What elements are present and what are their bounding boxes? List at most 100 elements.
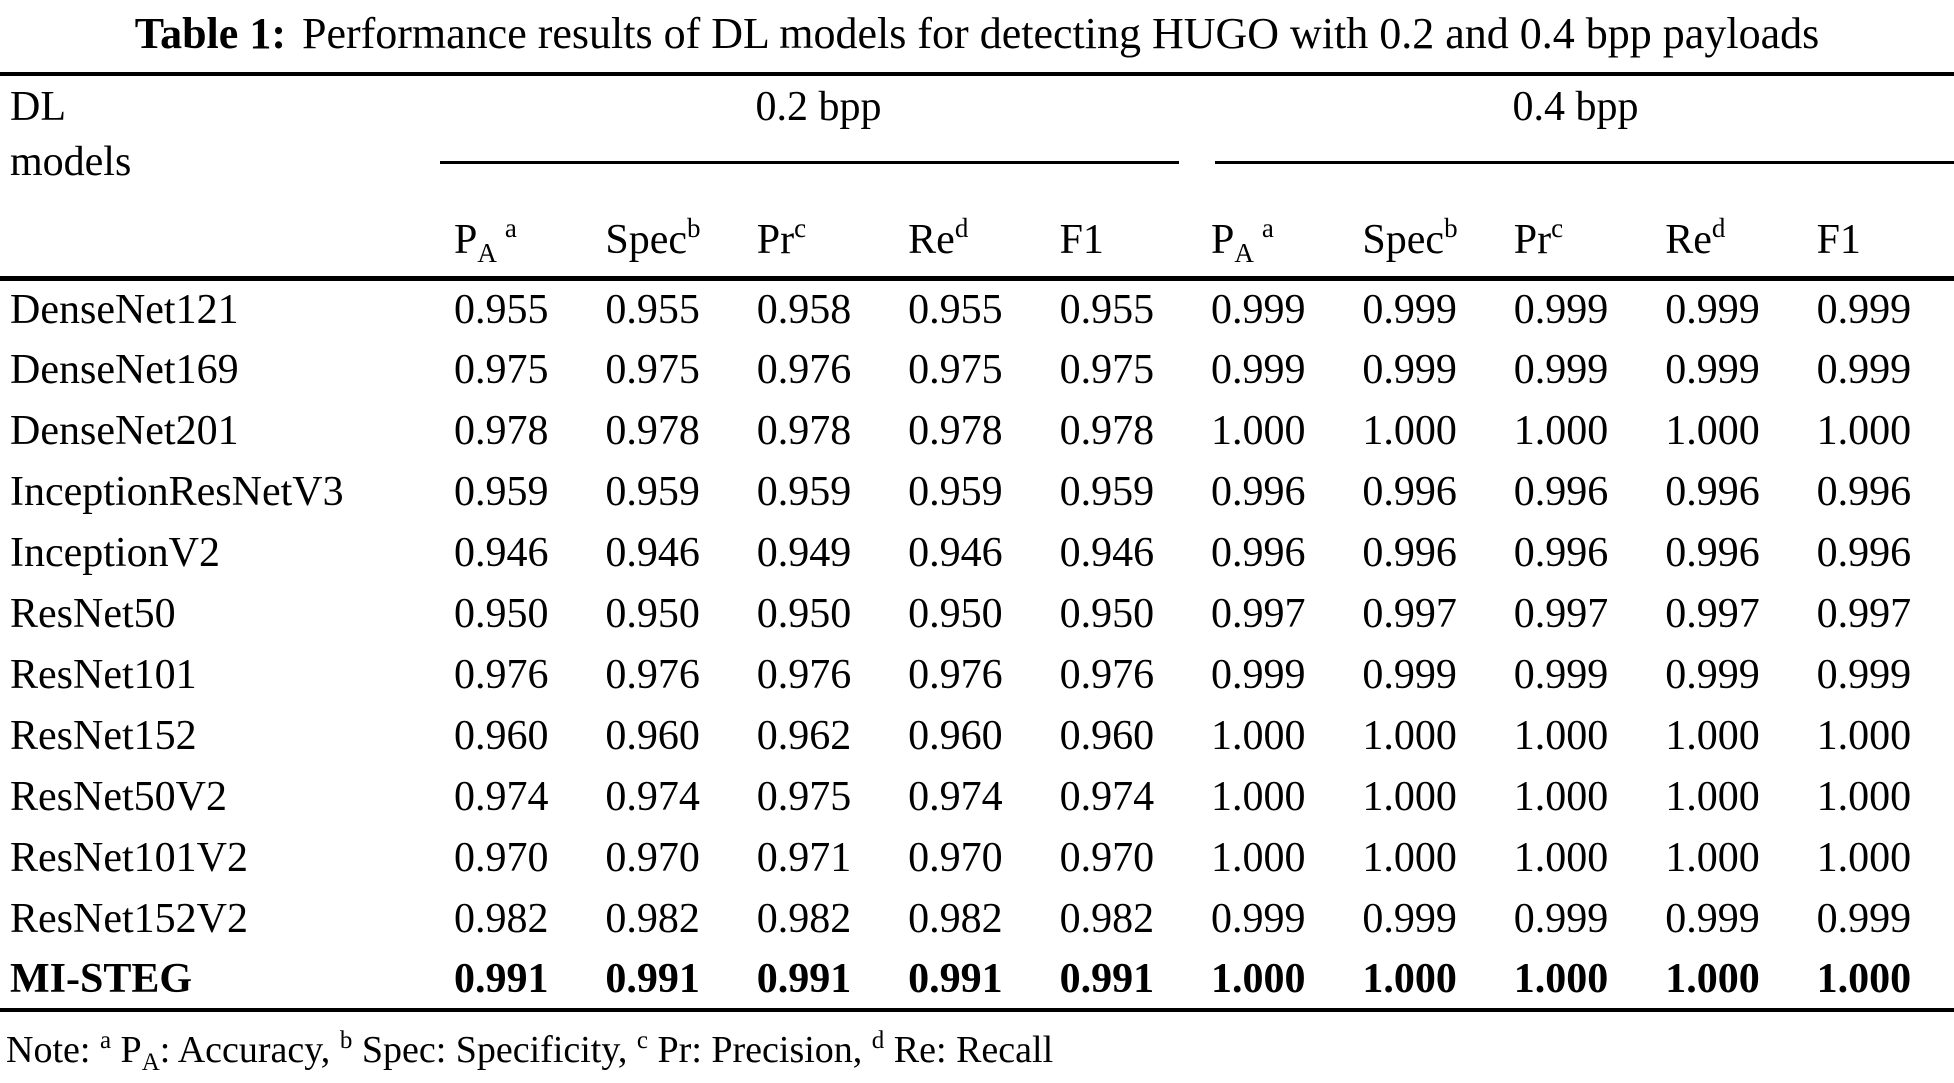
table-cell: 0.996: [1816, 468, 1912, 515]
table-cell: 0.999: [1362, 651, 1457, 698]
table-cell: 0.996: [1665, 529, 1760, 576]
table-row: DenseNet169 0.975 0.975 0.976 0.975 0.97…: [0, 339, 1954, 400]
table-cell: 1.000: [1665, 834, 1760, 881]
table-cell: 1.000: [1211, 407, 1306, 454]
note-term-base: Re: [893, 1029, 937, 1071]
table-cell: 1.000: [1665, 407, 1760, 454]
model-name: MI-STEG: [0, 949, 440, 1012]
note-term-desc: : Specificity,: [435, 1029, 628, 1071]
table-row: InceptionResNetV3 0.959 0.959 0.959 0.95…: [0, 461, 1954, 522]
table-cell: 0.999: [1211, 895, 1306, 942]
column-header-pa-04: PAa: [1197, 186, 1349, 281]
model-name: ResNet50: [10, 590, 176, 637]
model-name: InceptionResNetV3: [10, 468, 344, 515]
table-cell: 0.991: [440, 949, 592, 1012]
table-cell: 0.997: [1362, 590, 1457, 637]
table-row: InceptionV2 0.946 0.946 0.949 0.946 0.94…: [0, 522, 1954, 583]
table-cell: 1.000: [1348, 949, 1500, 1012]
table-cell: 0.946: [908, 529, 1003, 576]
table-cell: 0.974: [605, 773, 700, 820]
table-cell: 1.000: [1362, 773, 1457, 820]
note-term-subscript: A: [141, 1049, 160, 1076]
table-cell: 0.975: [756, 773, 852, 820]
metric-base: F1: [1816, 216, 1861, 263]
table-cell: 0.950: [1059, 590, 1155, 637]
table-cell: 0.946: [454, 529, 549, 576]
table-cell: 0.999: [1816, 346, 1912, 393]
table-cell: 0.976: [908, 651, 1003, 698]
note-superscript: a: [99, 1027, 112, 1054]
table-cell: 0.999: [1211, 651, 1306, 698]
column-header-re-04: Red: [1651, 186, 1803, 281]
table-row: ResNet50V2 0.974 0.974 0.975 0.974 0.974…: [0, 766, 1954, 827]
table-cell: 0.996: [1816, 529, 1912, 576]
table-cell: 0.991: [894, 949, 1046, 1012]
table-cell: 0.959: [454, 468, 549, 515]
model-name: DenseNet121: [10, 286, 239, 333]
table-cell: 0.996: [1665, 468, 1760, 515]
metric-subscript: A: [1234, 237, 1254, 268]
table-cell: 0.970: [605, 834, 700, 881]
note-term: Re: Recall: [894, 1029, 1053, 1071]
note-superscript: b: [339, 1027, 353, 1054]
table-cell: 0.999: [1816, 895, 1912, 942]
table-row: ResNet152 0.960 0.960 0.962 0.960 0.960 …: [0, 705, 1954, 766]
metric-base: F1: [1059, 216, 1104, 263]
table-cell: 0.970: [908, 834, 1003, 881]
table-cell: 0.970: [454, 834, 549, 881]
table-cell: 1.000: [1513, 712, 1609, 759]
metric-superscript: c: [794, 212, 807, 243]
column-header-spec-04: Specb: [1348, 186, 1500, 281]
table-cell: 0.991: [1045, 949, 1198, 1012]
table-cell: 0.996: [1362, 468, 1457, 515]
table-cell: 1.000: [1513, 773, 1609, 820]
table-caption-text: Performance results of DL models for det…: [301, 9, 1820, 58]
cmid-rule-04bpp: [1215, 160, 1954, 164]
table-cell: 0.991: [591, 949, 743, 1012]
table-cell: 1.000: [1816, 712, 1912, 759]
table-cell: 0.975: [605, 346, 700, 393]
table-row: DenseNet201 0.978 0.978 0.978 0.978 0.97…: [0, 400, 1954, 461]
table-row: ResNet152V2 0.982 0.982 0.982 0.982 0.98…: [0, 888, 1954, 949]
table-cell: 0.958: [756, 286, 852, 333]
table-row: MI-STEG 0.991 0.991 0.991 0.991 0.991 1.…: [0, 949, 1954, 1012]
table-cell: 0.982: [605, 895, 700, 942]
table-cell: 0.999: [1513, 895, 1609, 942]
table-cell: 1.000: [1513, 834, 1609, 881]
table-cell: 1.000: [1362, 834, 1457, 881]
note-term-desc: : Precision,: [691, 1029, 863, 1071]
cmid-rule-02bpp: [440, 160, 1180, 164]
note-term-base: Pr: [657, 1029, 692, 1071]
table-cell: 1.000: [1362, 407, 1457, 454]
metric-header-row: PAa Specb Prc Red F1 PAa Specb Prc Red F…: [0, 186, 1954, 281]
table-caption-label: Table 1:: [134, 9, 286, 58]
table-cell: 0.955: [605, 286, 700, 333]
table-cell: 0.999: [1665, 346, 1760, 393]
table-cell: 0.999: [1513, 651, 1609, 698]
metric-base: P: [454, 216, 478, 263]
table-cell: 1.000: [1211, 712, 1306, 759]
table-cell: 0.978: [605, 407, 700, 454]
table-cell: 0.978: [454, 407, 549, 454]
model-name: ResNet50V2: [10, 773, 227, 820]
metric-base: Pr: [756, 216, 795, 263]
table-cell: 0.976: [1059, 651, 1155, 698]
note-term-desc: : Accuracy,: [159, 1029, 331, 1071]
metric-base: P: [1211, 216, 1235, 263]
column-header-pa-02: PAa: [440, 186, 592, 281]
column-header-pr-04: Prc: [1499, 186, 1652, 281]
group-rule-cell-02bpp: [440, 138, 1197, 186]
table-cell: 0.946: [605, 529, 700, 576]
metric-superscript: d: [1711, 212, 1726, 243]
table-cell: 0.999: [1816, 651, 1912, 698]
table-cell: 0.999: [1665, 286, 1760, 333]
table-cell: 1.000: [1211, 834, 1306, 881]
table-cell: 0.976: [605, 651, 700, 698]
model-name: DenseNet201: [10, 407, 239, 454]
table-cell: 0.974: [454, 773, 549, 820]
table-cell: 0.974: [908, 773, 1003, 820]
table-cell: 0.996: [1513, 529, 1609, 576]
table-cell: 1.000: [1513, 407, 1609, 454]
note-term-base: Spec: [361, 1029, 436, 1071]
table-cell: 1.000: [1665, 773, 1760, 820]
